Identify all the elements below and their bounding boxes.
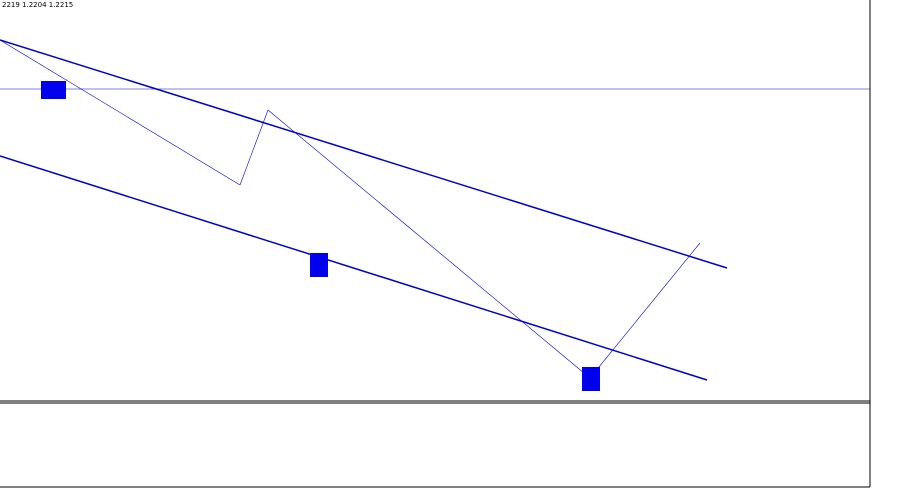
fib-line	[0, 39, 241, 186]
marker	[310, 253, 328, 277]
marker	[582, 367, 600, 391]
marker	[41, 81, 66, 99]
fib-line	[267, 109, 591, 379]
fib-line	[239, 109, 269, 186]
channel-upper	[0, 39, 728, 269]
fib-line	[589, 242, 701, 379]
channel-lower	[0, 155, 708, 381]
header: 2219 1.2204 1.2215	[2, 1, 73, 9]
